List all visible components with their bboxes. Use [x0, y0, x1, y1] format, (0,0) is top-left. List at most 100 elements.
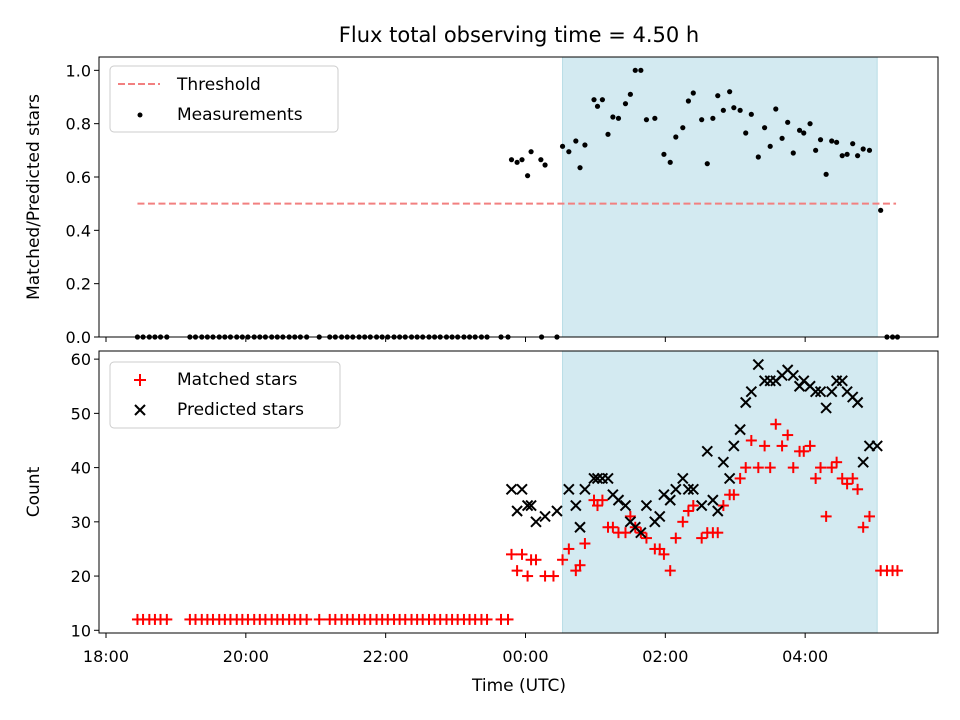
predicted-star-point	[635, 526, 647, 539]
x-tick-label: 00:00	[502, 647, 548, 666]
predicted-star-point	[851, 396, 864, 409]
measurement-point	[573, 138, 579, 144]
predicted-star-point	[619, 499, 632, 512]
predicted-star-point	[717, 456, 730, 468]
measurement-point	[796, 127, 803, 133]
top-y-tick-label: 0.6	[66, 168, 91, 187]
bottom-y-tick-label: 60	[71, 350, 91, 369]
predicted-star-point	[612, 494, 625, 506]
matched-star-point	[857, 521, 869, 533]
predicted-star-point	[574, 521, 586, 533]
top-y-tick-label: 0.8	[66, 115, 91, 134]
measurement-point	[727, 89, 733, 95]
measurement-point	[627, 91, 633, 97]
matched-star-point	[728, 489, 740, 501]
predicted-star-point	[640, 499, 653, 512]
predicted-star-point	[752, 358, 765, 371]
matched-star-point	[787, 462, 799, 474]
top-y-tick-label: 1.0	[66, 61, 91, 80]
predicted-star-point	[525, 499, 537, 512]
matched-star-point	[579, 538, 591, 550]
matched-star-point	[607, 521, 619, 533]
predicted-star-point	[602, 472, 614, 485]
top-y-tick-label: 0.2	[66, 275, 91, 294]
predicted-star-point	[677, 472, 689, 485]
predicted-star-point	[588, 472, 600, 485]
measurement-point	[731, 105, 737, 111]
measurement-point	[667, 159, 673, 165]
measurement-point	[594, 103, 601, 109]
predicted-star-point	[530, 516, 542, 528]
matched-star-point	[506, 548, 518, 560]
matched-legend-swatch	[134, 374, 146, 386]
matched-star-point	[798, 445, 810, 457]
measurement-point	[743, 130, 749, 136]
measurement-point	[632, 67, 638, 73]
bottom-y-tick-label: 20	[71, 567, 91, 586]
matched-star-point	[640, 532, 652, 544]
predicted-star-point	[707, 494, 719, 506]
predicted-star-point	[682, 483, 695, 495]
predicted-star-point	[745, 385, 758, 398]
matched-star-point	[161, 613, 173, 625]
measurement-point	[860, 146, 866, 152]
matched-star-point	[847, 472, 859, 484]
predicted-star-point	[712, 505, 724, 517]
bottom-y-tick-label: 40	[71, 459, 91, 478]
predicted-star-point	[836, 375, 848, 387]
matched-star-point	[712, 527, 724, 539]
bottom-predicted-points	[505, 358, 883, 539]
predicted-star-point	[809, 385, 822, 398]
matched-star-point	[502, 613, 514, 625]
measurement-point	[680, 125, 686, 131]
bottom-y-axis-label: Count	[24, 466, 44, 517]
predicted-star-point	[734, 423, 746, 436]
figure-title: Flux total observing time = 4.50 h	[339, 23, 699, 47]
matched-star-point	[863, 510, 875, 522]
predicted-star-point	[579, 483, 591, 495]
bottom-legend: Matched stars Predicted stars	[109, 361, 341, 429]
predicted-star-point	[723, 472, 736, 485]
measurement-point	[610, 114, 616, 120]
predicted-star-point	[871, 440, 883, 452]
predicted-star-point	[740, 396, 752, 409]
bottom-y-tick-label: 10	[71, 621, 91, 640]
measurement-point	[615, 115, 622, 121]
measurement-point	[690, 90, 696, 96]
measurement-point	[542, 162, 548, 168]
matched-star-point	[619, 527, 631, 539]
bottom-matched-points	[131, 418, 903, 625]
top-axes: 0.0 0.2 0.4 0.6 0.8 1.0	[66, 56, 939, 347]
measurement-point	[661, 151, 667, 157]
matched-star-point	[592, 500, 604, 512]
x-tick-label: 18:00	[83, 647, 129, 666]
predicted-star-point	[695, 499, 708, 512]
predicted-star-point	[820, 402, 832, 414]
predicted-legend-label: Predicted stars	[177, 400, 304, 420]
measurement-point	[801, 130, 807, 136]
measurement-point	[737, 107, 743, 113]
predicted-legend-swatch	[134, 404, 146, 416]
measurement-point	[514, 159, 520, 165]
matched-star-point	[547, 570, 559, 582]
matched-star-point	[658, 548, 670, 560]
measurement-point	[577, 165, 583, 171]
matched-star-point	[831, 456, 843, 468]
matched-star-point	[563, 543, 575, 555]
measurement-point	[823, 171, 829, 177]
measurement-point	[834, 139, 840, 145]
matched-star-point	[810, 472, 822, 484]
top-shaded-interval	[562, 56, 878, 338]
measurement-point	[844, 151, 850, 157]
bottom-axes: 10 20 30 40 50 60 18:00 20:00 22:00 00:00 02:00 04:…	[71, 350, 939, 666]
matched-legend-label: Matched stars	[177, 370, 297, 390]
matched-star-point	[804, 440, 816, 452]
matched-star-point	[596, 494, 608, 506]
predicted-star-point	[521, 499, 534, 512]
measurement-point	[866, 147, 873, 153]
measurement-point	[524, 173, 531, 179]
measurement-point	[559, 143, 566, 149]
bottom-legend-box	[109, 361, 341, 429]
x-axis-label: Time (UTC)	[471, 676, 566, 696]
matched-star-point	[557, 554, 569, 566]
